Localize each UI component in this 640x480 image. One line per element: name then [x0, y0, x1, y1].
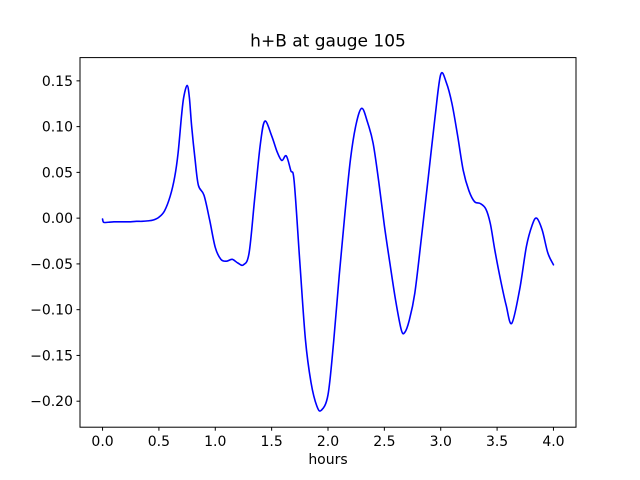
x-tick-label: 1.0 — [204, 434, 226, 450]
x-tick-label: 1.5 — [261, 434, 283, 450]
y-tick-label: 0.10 — [42, 120, 73, 136]
plot-title: h+B at gauge 105 — [250, 32, 406, 52]
y-tick-label: 0.05 — [42, 165, 73, 181]
ticks-layer: 0.0 0.5 1.0 1.5 2.0 2.5 3.0 3.5 4.0 0.15 0.10 0.05 0… — [30, 74, 564, 450]
x-tick-label: 4.0 — [542, 434, 564, 450]
y-tick-label: −0.05 — [30, 257, 73, 273]
x-tick-label: 3.0 — [430, 434, 452, 450]
data-line-h-plus-b — [101, 71, 555, 412]
x-tick-label: 2.5 — [373, 434, 395, 450]
plot-frame — [79, 57, 577, 428]
x-tick-label: 0.5 — [148, 434, 170, 450]
plot-area — [80, 57, 576, 428]
y-tick-label: 0.15 — [42, 74, 73, 90]
y-tick-label: 0.00 — [42, 211, 73, 227]
x-axis-label: hours — [308, 452, 347, 468]
y-tick-label: −0.10 — [30, 303, 73, 319]
y-tick-label: −0.15 — [30, 348, 73, 364]
x-tick-label: 3.5 — [486, 434, 508, 450]
x-tick-label: 2.0 — [317, 434, 339, 450]
x-tick-label: 0.0 — [91, 434, 113, 450]
y-tick-label: −0.20 — [30, 394, 73, 410]
